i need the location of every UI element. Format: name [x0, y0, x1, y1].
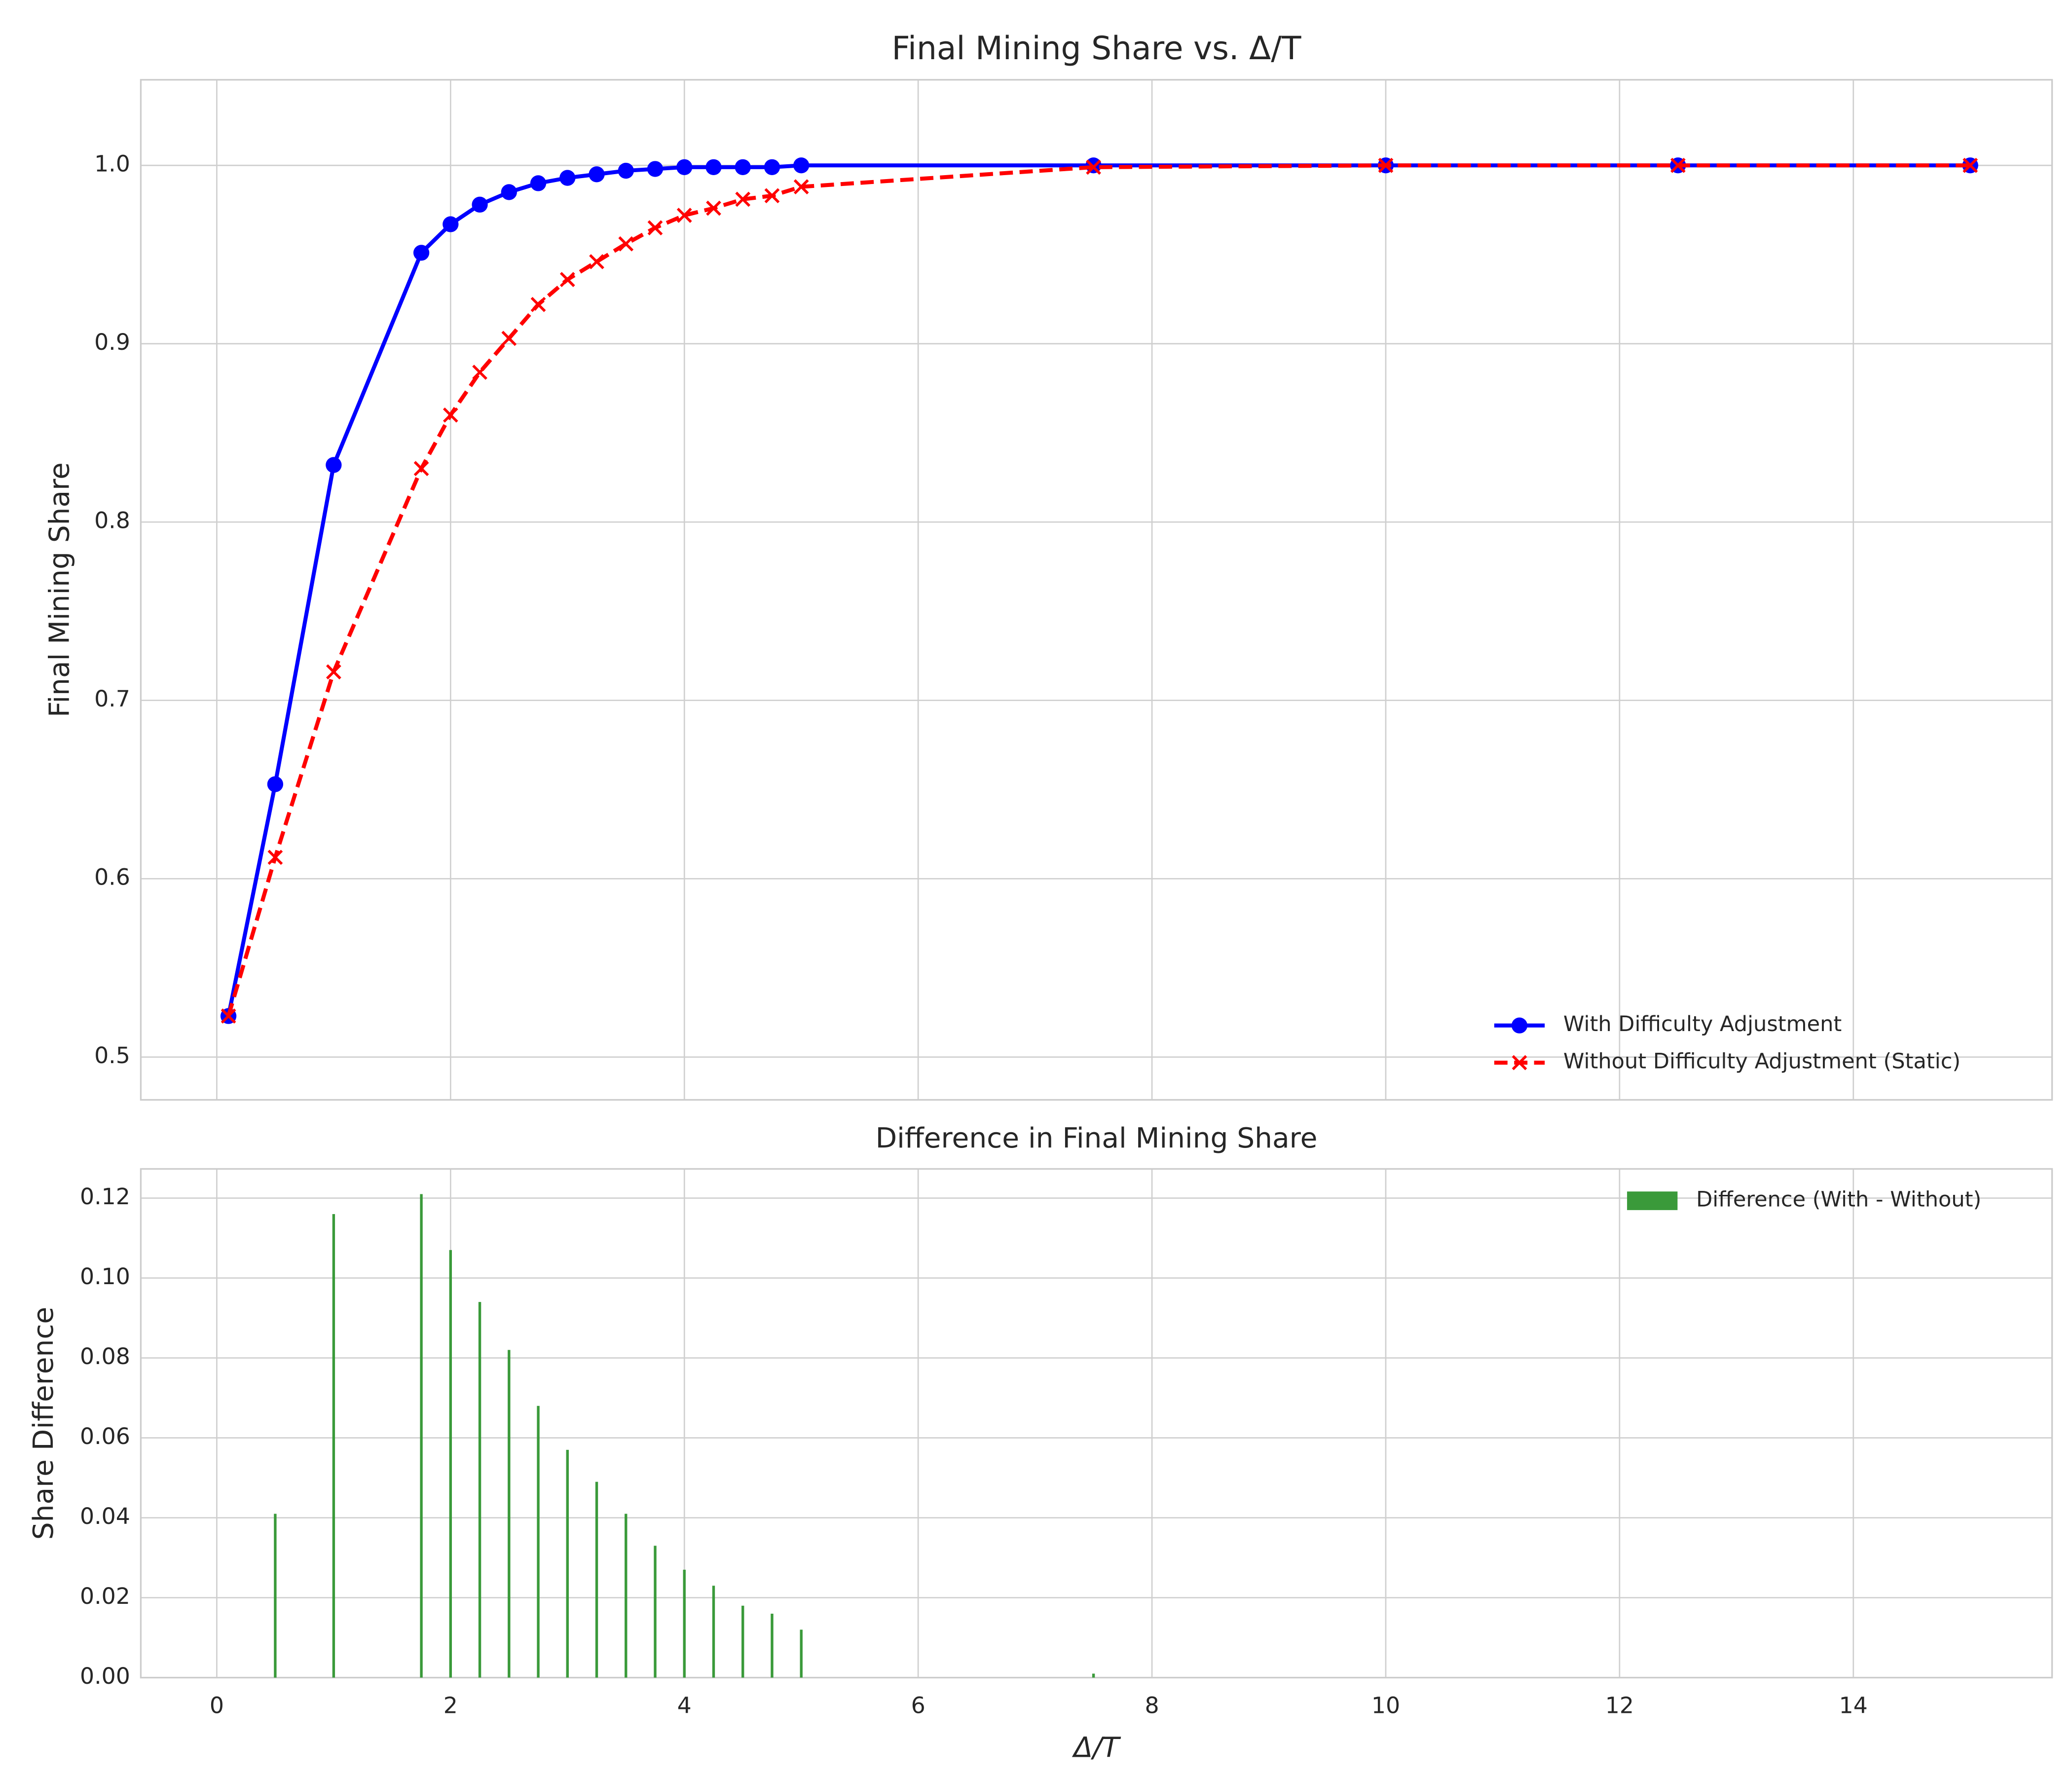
chart-title: Difference in Final Mining Share	[876, 1122, 1318, 1154]
y-tick-label: 0.04	[80, 1503, 130, 1529]
point	[1086, 159, 1101, 175]
y-tick-label: 0.12	[80, 1184, 130, 1210]
point	[618, 236, 634, 252]
y-tick-label: 0.7	[94, 686, 130, 712]
bar	[332, 1214, 335, 1678]
point	[764, 159, 780, 176]
bar	[771, 1613, 774, 1678]
point	[326, 664, 341, 680]
bar	[712, 1586, 715, 1678]
point	[530, 296, 546, 312]
x-tick-label: 14	[1839, 1692, 1868, 1718]
point	[559, 170, 576, 186]
bar	[566, 1449, 569, 1678]
x-tick-label: 4	[677, 1692, 692, 1718]
y-tick-label: 0.5	[94, 1042, 130, 1069]
point	[472, 365, 487, 380]
point	[326, 457, 342, 473]
legend-marker	[1512, 1055, 1527, 1071]
bar	[537, 1406, 540, 1678]
point	[1670, 157, 1686, 173]
point	[647, 220, 663, 236]
point	[706, 200, 721, 216]
y-tick-label: 0.06	[80, 1423, 130, 1449]
bar	[274, 1514, 277, 1678]
point	[267, 776, 284, 792]
point	[735, 191, 751, 207]
point	[676, 208, 692, 223]
x-tick-label: 12	[1605, 1692, 1634, 1718]
plot-frame	[140, 1168, 2053, 1679]
legend-label: Difference (With - Without)	[1696, 1187, 1981, 1212]
bar	[449, 1250, 452, 1678]
point	[472, 196, 488, 213]
bar	[654, 1546, 657, 1678]
bar	[478, 1302, 481, 1678]
point	[221, 1008, 236, 1024]
point	[443, 407, 458, 423]
point	[1378, 157, 1394, 173]
point	[793, 157, 810, 174]
legend-swatch	[1627, 1191, 1678, 1210]
y-tick-label: 1.0	[94, 151, 130, 177]
point	[589, 166, 605, 183]
point	[501, 184, 517, 200]
legend-label: Without Difficulty Adjustment (Static)	[1563, 1049, 1961, 1074]
bar	[800, 1629, 803, 1678]
series-line	[226, 163, 1970, 1017]
bar	[625, 1514, 628, 1678]
x-axis-label: Δ/T	[1072, 1732, 1121, 1764]
x-tick-label: 0	[210, 1692, 224, 1718]
point	[647, 161, 664, 177]
point	[589, 254, 604, 269]
point	[735, 159, 751, 176]
point	[618, 162, 634, 179]
y-axis-label: Share Difference	[28, 1307, 60, 1540]
point	[530, 175, 547, 191]
y-tick-label: 0.08	[80, 1343, 130, 1369]
point	[559, 272, 575, 287]
y-tick-label: 0.6	[94, 864, 130, 890]
point	[413, 245, 430, 261]
x-tick-label: 6	[911, 1692, 925, 1718]
chart-title: Final Mining Share vs. Δ/T	[892, 30, 1301, 67]
y-tick-label: 0.02	[80, 1583, 130, 1609]
y-tick-label: 0.10	[80, 1263, 130, 1290]
bar	[508, 1350, 511, 1678]
point	[764, 188, 780, 204]
x-tick-label: 8	[1145, 1692, 1159, 1718]
point	[443, 216, 459, 232]
y-axis-label: Final Mining Share	[43, 462, 75, 717]
plot-frame	[140, 79, 2053, 1101]
point	[501, 331, 517, 346]
point	[793, 179, 809, 194]
x-tick-label: 2	[444, 1692, 458, 1718]
legend-marker	[1511, 1017, 1528, 1034]
point	[676, 159, 693, 176]
bar	[1092, 1673, 1095, 1678]
y-tick-label: 0.9	[94, 329, 130, 355]
bar	[741, 1605, 744, 1678]
point	[1962, 157, 1978, 173]
point	[413, 461, 429, 477]
bar	[683, 1569, 686, 1678]
point	[705, 159, 722, 176]
y-tick-label: 0.8	[94, 508, 130, 534]
legend-label: With Difficulty Adjustment	[1563, 1012, 1842, 1036]
bar	[595, 1481, 598, 1678]
y-tick-label: 0.00	[80, 1663, 130, 1689]
bar	[420, 1194, 423, 1678]
point	[267, 850, 283, 865]
x-tick-label: 10	[1371, 1692, 1400, 1718]
series-line	[226, 163, 1970, 1017]
